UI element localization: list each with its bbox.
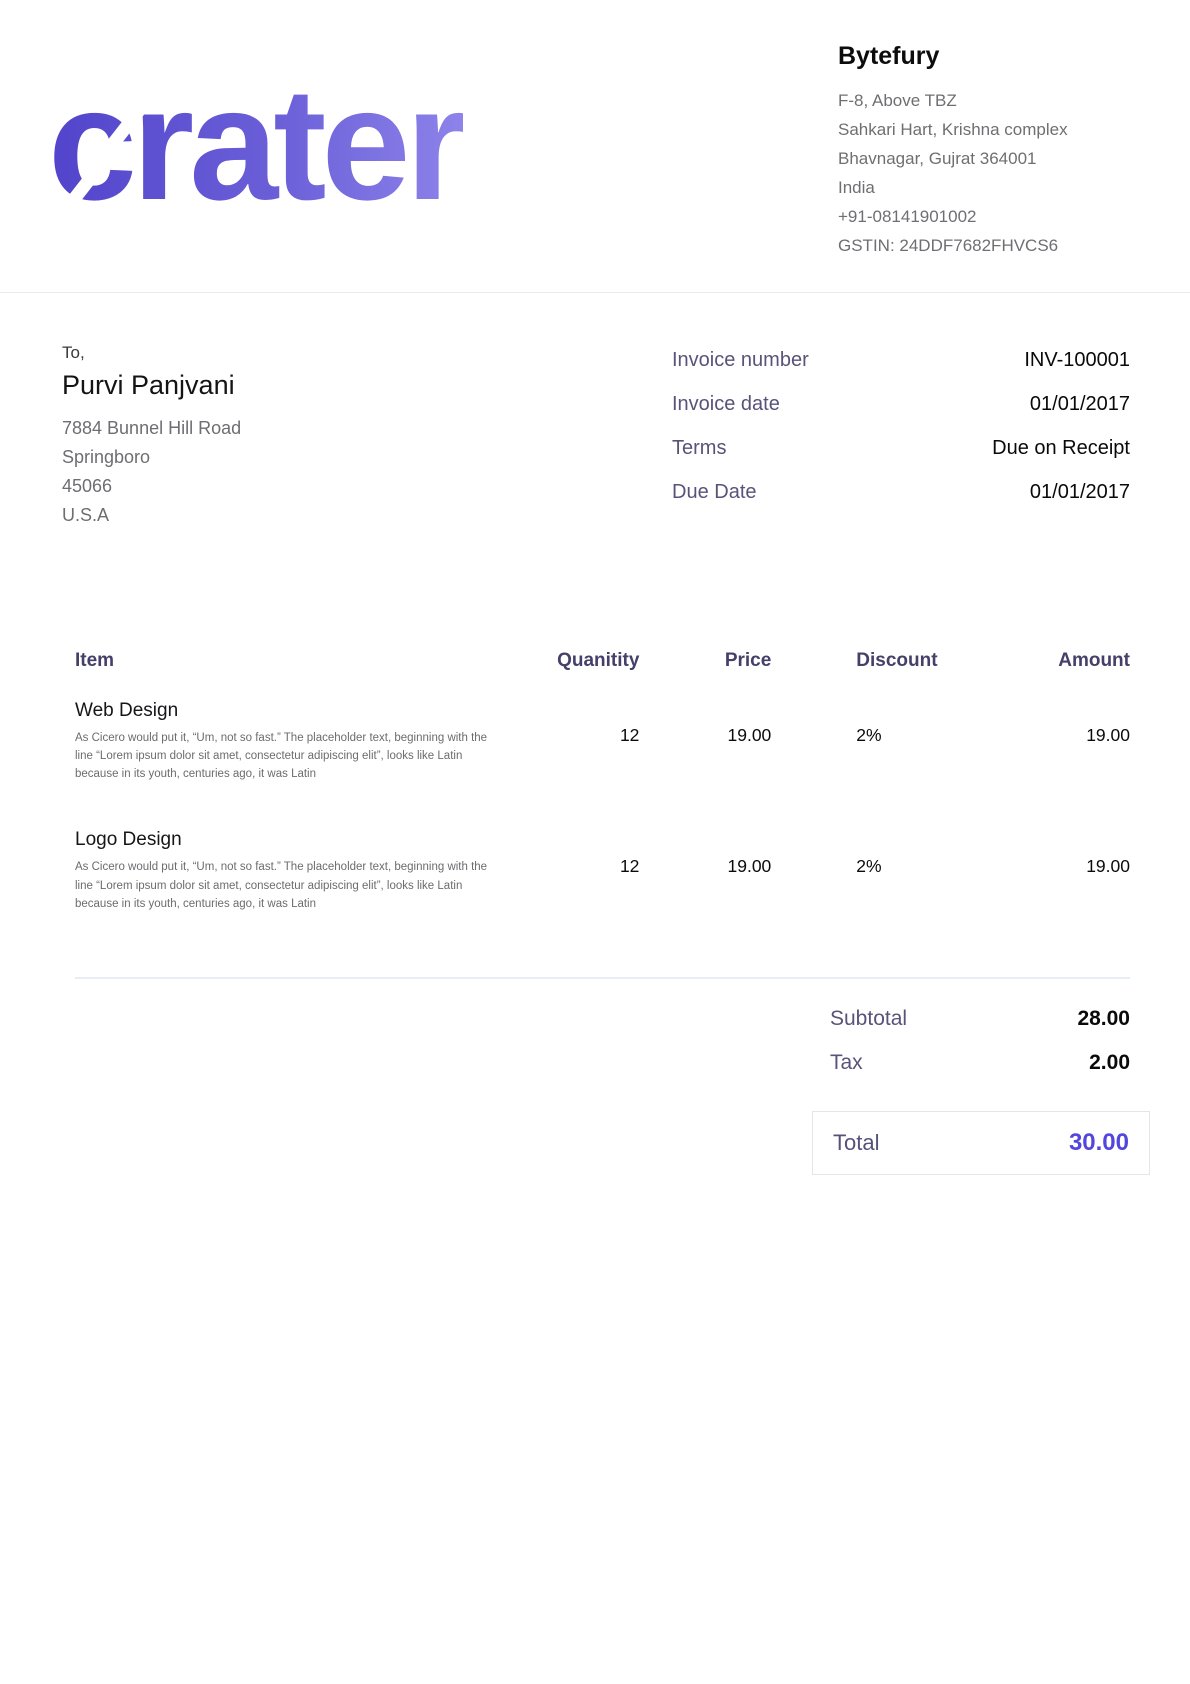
- invoice-header: crater Bytefury F-8, Above TBZ Sahkari H…: [0, 0, 1190, 293]
- crater-logo: crater: [48, 54, 512, 234]
- total-value: 30.00: [1068, 1128, 1129, 1156]
- subtotal-row: Subtotal 28.00: [830, 1007, 1130, 1031]
- subtotal-value: 28.00: [1077, 1006, 1130, 1030]
- totals-divider: [75, 976, 1130, 979]
- invoice-date-label: Invoice date: [672, 393, 780, 415]
- meta-row-due-date: Due Date 01/01/2017: [672, 481, 1130, 504]
- logo-slash-decoration: [473, 126, 512, 172]
- invoice-number-value: INV-100001: [1024, 349, 1130, 371]
- item-description: As Cicero would put it, “Um, not so fast…: [75, 732, 488, 781]
- item-quantity: 12: [619, 725, 640, 746]
- item-cell: Logo Design As Cicero would put it, “Um,…: [75, 783, 534, 912]
- bill-to-block: To, Purvi Panjvani 7884 Bunnel Hill Road…: [62, 343, 241, 530]
- company-gstin: GSTIN: 24DDF7682FHVCS6: [838, 236, 1059, 255]
- invoice-number-label: Invoice number: [672, 349, 809, 371]
- item-amount: 19.00: [1086, 855, 1130, 876]
- totals-section: Subtotal 28.00 Tax 2.00 Total 30.00: [0, 1007, 1190, 1175]
- company-address-line: India: [838, 178, 875, 197]
- company-name: Bytefury: [838, 42, 940, 70]
- crater-logo-text: crater: [48, 54, 468, 233]
- meta-row-invoice-number: Invoice number INV-100001: [672, 349, 1130, 372]
- total-label: Total: [833, 1129, 880, 1155]
- item-row: Web Design As Cicero would put it, “Um, …: [75, 688, 1130, 783]
- item-discount: 2%: [856, 855, 882, 876]
- column-header-price: Price: [724, 650, 772, 671]
- company-phone: +91-08141901002: [838, 207, 977, 226]
- item-quantity: 12: [619, 855, 640, 876]
- company-address-line: Bhavnagar, Gujrat 364001: [838, 149, 1037, 168]
- terms-value: Due on Receipt: [992, 437, 1130, 459]
- due-date-label: Due Date: [672, 481, 757, 503]
- customer-address-line: Springboro: [62, 447, 151, 467]
- meta-row-invoice-date: Invoice date 01/01/2017: [672, 393, 1130, 416]
- company-address-line: Sahkari Hart, Krishna complex: [838, 120, 1068, 139]
- customer-name: Purvi Panjvani: [62, 370, 235, 400]
- invoice-meta-block: Invoice number INV-100001 Invoice date 0…: [672, 349, 1130, 530]
- company-address-line: F-8, Above TBZ: [838, 91, 957, 110]
- item-price: 19.00: [727, 855, 772, 876]
- column-header-quantity: Quanitity: [557, 650, 640, 671]
- terms-label: Terms: [672, 437, 727, 459]
- tax-row: Tax 2.00: [830, 1051, 1130, 1075]
- item-discount: 2%: [856, 725, 882, 746]
- company-info-block: Bytefury F-8, Above TBZ Sahkari Hart, Kr…: [838, 42, 1138, 292]
- item-description: As Cicero would put it, “Um, not so fast…: [75, 861, 488, 910]
- subtotal-label: Subtotal: [830, 1006, 908, 1030]
- total-box: Total 30.00: [812, 1110, 1150, 1175]
- item-row: Logo Design As Cicero would put it, “Um,…: [75, 783, 1130, 912]
- customer-address-line: U.S.A: [62, 505, 110, 525]
- column-header-item: Item: [75, 650, 115, 671]
- column-header-amount: Amount: [1058, 650, 1130, 671]
- tax-label: Tax: [830, 1050, 863, 1074]
- invoice-date-value: 01/01/2017: [1029, 393, 1130, 415]
- items-table: Item Quanitity Price Discount Amount Web…: [75, 650, 1130, 913]
- item-amount: 19.00: [1086, 725, 1130, 746]
- tax-value: 2.00: [1089, 1050, 1130, 1074]
- customer-address-line: 45066: [62, 476, 113, 496]
- column-header-discount: Discount: [856, 650, 938, 671]
- items-table-header-row: Item Quanitity Price Discount Amount: [75, 650, 1130, 688]
- to-label: To,: [62, 343, 85, 362]
- billing-section: To, Purvi Panjvani 7884 Bunnel Hill Road…: [0, 293, 1190, 530]
- item-cell: Web Design As Cicero would put it, “Um, …: [75, 688, 534, 783]
- customer-address-line: 7884 Bunnel Hill Road: [62, 418, 242, 438]
- meta-row-terms: Terms Due on Receipt: [672, 437, 1130, 460]
- item-name: Web Design: [75, 700, 179, 721]
- item-price: 19.00: [727, 725, 772, 746]
- due-date-value: 01/01/2017: [1029, 481, 1130, 503]
- items-section: Item Quanitity Price Discount Amount Web…: [0, 650, 1190, 913]
- item-name: Logo Design: [75, 829, 182, 851]
